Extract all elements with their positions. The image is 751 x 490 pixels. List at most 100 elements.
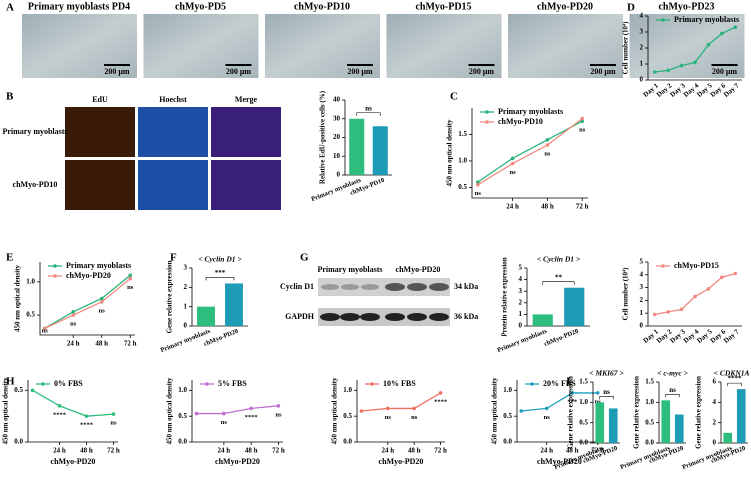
significance-bracket <box>599 396 614 400</box>
micrograph <box>22 14 137 78</box>
y-tick-label: 1 <box>519 310 523 318</box>
y-tick-label: 3 <box>640 28 644 36</box>
blot-group: Primary myoblasts <box>317 265 382 274</box>
x-tick-label: 72 h <box>434 447 447 455</box>
chart-title: < Cyclin D1 > <box>198 255 242 264</box>
micrograph-caption: chMyo-PD15 <box>415 1 471 12</box>
blot-band-size: 36 kDa <box>454 312 478 321</box>
x-tick-label: 72 h <box>124 340 137 348</box>
x-tick-label: 24 h <box>53 447 66 455</box>
significance: **** <box>434 398 447 405</box>
y-axis-label: Gene relative expression <box>166 260 174 333</box>
y-axis-label: Protein relative expression <box>501 257 509 336</box>
legend-label: chMyo-PD10 <box>498 117 543 126</box>
y-tick-label: 1 <box>640 309 644 317</box>
legend-label: chMyo-PD20 <box>66 271 111 280</box>
x-tick-label: 24 h <box>506 203 519 211</box>
point <box>42 326 47 331</box>
point <box>544 406 549 411</box>
point <box>386 406 390 411</box>
x-tick-label: 72 h <box>576 203 589 211</box>
point <box>580 119 584 124</box>
significance: ns <box>411 414 418 421</box>
series-line <box>521 392 598 412</box>
legend-label: Primary myoblasts <box>66 261 131 270</box>
y-tick-label: 1.5 <box>645 378 654 386</box>
y-tick-label: 3 <box>184 264 188 272</box>
stain-image <box>211 160 281 210</box>
chart: 0.0 0.5 1.0 450 nm optical density chMyo-PD2… <box>166 377 285 466</box>
scale-bar <box>347 64 373 66</box>
y-axis-label: Gene relative expression <box>633 376 641 449</box>
legend-label: Primary myoblasts <box>498 107 563 116</box>
significance: ns <box>669 386 676 394</box>
axes <box>39 262 135 336</box>
x-tick-label: 48 h <box>95 340 108 348</box>
y-axis-label: 450 nm optical density <box>491 377 499 445</box>
bar <box>197 306 215 326</box>
legend-label: 10% FBS <box>383 379 416 388</box>
stain-image <box>138 107 208 157</box>
y-tick-label: 0.5 <box>503 412 512 420</box>
stain-image <box>211 107 281 157</box>
y-axis-label: Cell number (10⁴) <box>622 21 630 75</box>
point <box>652 70 657 74</box>
chart: 0.5 1.0 450 nm optical density 24 h 48 h 72 h… <box>14 261 137 348</box>
legend-swatch <box>41 382 45 386</box>
significance-bracket <box>727 382 742 387</box>
significance: ns <box>385 414 392 421</box>
blot-band-name: Cyclin D1 <box>280 282 314 291</box>
point <box>720 31 724 36</box>
panel-letter: B <box>6 91 14 103</box>
significance: ns <box>579 127 586 134</box>
x-tick-label: 72 h <box>591 447 604 455</box>
y-tick-label: 0.0 <box>503 438 512 446</box>
x-tick-label: 48 h <box>245 447 258 455</box>
point <box>99 300 104 304</box>
x-axis-label: chMyo-PD20 <box>51 457 96 466</box>
y-tick-label: 10 <box>333 152 341 160</box>
bar <box>532 314 553 326</box>
y-tick-label: 0.5 <box>458 183 467 191</box>
point <box>359 409 364 413</box>
y-tick-label: 5 <box>519 264 523 272</box>
point <box>412 406 417 411</box>
y-tick-label: 4 <box>640 12 644 20</box>
significance: ns <box>595 398 602 405</box>
legend-swatch <box>485 110 489 114</box>
y-tick-label: 0.5 <box>645 418 654 426</box>
point <box>128 276 133 281</box>
stain-image <box>65 107 135 157</box>
y-tick-label: 0 <box>337 171 341 179</box>
bar <box>661 400 671 443</box>
y-tick-label: 0.5 <box>26 311 35 319</box>
scale-label: 200 μm <box>104 67 130 76</box>
y-tick-label: 30 <box>333 114 341 122</box>
y-axis-label: 450 nm optical density <box>331 377 339 445</box>
micrograph <box>265 14 380 78</box>
point <box>679 307 684 312</box>
micrograph <box>386 14 502 78</box>
point <box>99 296 104 301</box>
point <box>510 156 515 161</box>
blot-strip <box>318 278 450 296</box>
y-tick-label: 3 <box>640 283 644 291</box>
bar <box>225 283 243 326</box>
point <box>128 273 133 278</box>
y-tick-label: 4 <box>519 275 523 283</box>
significance: ns <box>603 388 610 396</box>
point <box>733 271 738 276</box>
y-tick-label: 0 <box>519 322 523 330</box>
y-tick-label: 0.0 <box>14 438 23 446</box>
series-line <box>44 278 131 329</box>
blot-strip <box>318 308 450 326</box>
x-tick-label: 48 h <box>408 447 421 455</box>
micrograph-caption: Primary myoblasts PD4 <box>28 1 130 12</box>
y-tick-label: 1.0 <box>579 398 588 406</box>
legend-swatch <box>485 120 489 124</box>
y-tick-label: 40 <box>333 96 341 104</box>
chart: 0.0 0.5 1.0 450 nm optical density chMyo-PD2… <box>331 377 447 466</box>
y-tick-label: 0.5 <box>14 386 23 394</box>
